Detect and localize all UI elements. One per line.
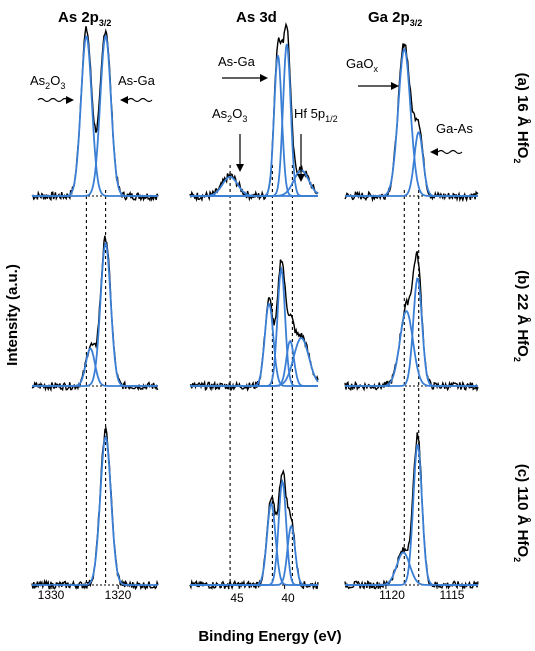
label-asga-3d: As-Ga [218, 54, 256, 69]
label-as2o3-3d: As2O3 [212, 106, 247, 124]
fit-component-c-ga2p-0 [345, 551, 478, 586]
measured-curve-b-as3d [189, 259, 319, 392]
arrow-gaas [437, 149, 463, 155]
arrowhead-as2o3-2p [66, 96, 74, 104]
annotation-arrows [37, 74, 463, 182]
measured-curve-c-as3d [189, 469, 319, 591]
label-gaox: GaOx [346, 56, 378, 74]
spectra-panels [31, 21, 479, 591]
tick-label-as2p-1330: 1330 [38, 588, 65, 602]
fit-component-a-as3d-0 [190, 175, 318, 197]
column-title-ga2p: Ga 2p3/2 [368, 9, 422, 28]
fit-component-a-as2p-1 [32, 34, 158, 197]
label-gaas: Ga-As [436, 121, 473, 136]
fit-component-c-as3d-2 [190, 524, 318, 586]
marker-lines [85, 165, 420, 586]
fit-component-b-as3d-2 [190, 340, 318, 387]
fit-component-b-as3d-3 [190, 337, 319, 387]
label-as2o3-2p: As2O3 [30, 73, 65, 91]
label-asga-2p: As-Ga [118, 73, 156, 88]
fit-component-a-as3d-3 [190, 169, 319, 197]
fit-component-c-as3d-1 [190, 478, 318, 586]
fit-component-b-as3d-0 [190, 302, 318, 387]
label-hf5p: Hf 5p1/2 [294, 106, 338, 124]
measured-curve-c-ga2p [344, 432, 479, 591]
fit-component-c-ga2p-1 [345, 443, 478, 586]
panel-label-a: (a) 16 Å HfO2 [512, 73, 531, 164]
x-axis-title: Binding Energy (eV) [198, 628, 341, 645]
arrowhead-asga-3d [260, 74, 268, 82]
column-title-as2p: As 2p3/2 [58, 9, 111, 28]
y-axis-title: Intensity (a.u.) [4, 264, 21, 366]
panel-label-c: (c) 110 Å HfO2 [512, 464, 531, 562]
fit-component-a-ga2p-1 [345, 131, 478, 197]
panel-label-b: (b) 22 Å HfO2 [512, 270, 531, 362]
arrow-asga-2p [127, 97, 153, 103]
arrowhead-hf5p [297, 174, 305, 182]
arrowhead-gaas [430, 148, 438, 156]
tick-label-ga2p-1115: 1115 [440, 588, 465, 602]
column-title-as3d: As 3d [236, 9, 277, 26]
arrow-as2o3-2p [37, 97, 69, 103]
measured-curve-a-as2p [31, 26, 159, 202]
fit-component-b-as2p-1 [32, 241, 158, 387]
fit-component-b-ga2p-1 [345, 277, 478, 387]
tick-label-ga2p-1120: 1120 [379, 588, 405, 602]
arrowhead-as2o3-3d [236, 164, 244, 172]
arrowhead-gaox [391, 82, 399, 90]
arrowhead-asga-2p [120, 96, 128, 104]
tick-label-as3d-40: 40 [281, 591, 295, 605]
fit-component-b-as3d-1 [190, 265, 318, 387]
measured-curve-b-ga2p [344, 251, 479, 393]
fit-component-c-as2p-0 [32, 435, 158, 586]
tick-label-as2p-1320: 1320 [105, 588, 132, 602]
tick-label-as3d-45: 45 [230, 591, 244, 605]
